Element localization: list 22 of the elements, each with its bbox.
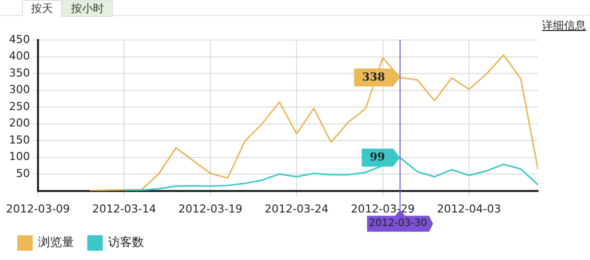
y-tick-label: 450 bbox=[8, 32, 30, 46]
x-tick-label: 2012-03-09 bbox=[6, 202, 70, 216]
text: 按天 bbox=[22, 0, 62, 17]
legend-label: 浏览量 bbox=[38, 235, 74, 250]
y-tick-label: 250 bbox=[8, 100, 30, 113]
x-tick-label: 2012-03-19 bbox=[178, 202, 242, 216]
text: 按小时 bbox=[62, 0, 113, 17]
ref-line-label: 2012-03-30 bbox=[368, 216, 428, 231]
text: 详细信息 bbox=[542, 18, 586, 33]
y-tick-label: 100 bbox=[8, 150, 30, 164]
y-tick-label: 150 bbox=[8, 133, 30, 146]
y-tick-label: 50 bbox=[16, 166, 30, 180]
y-tick-label: 200 bbox=[8, 116, 30, 130]
y-tick-label: 300 bbox=[8, 83, 30, 96]
x-tick-label: 2012-03-14 bbox=[92, 202, 156, 216]
annotation: 338 bbox=[362, 70, 386, 84]
y-tick-label: 350 bbox=[8, 66, 30, 80]
legend-label: 访客数 bbox=[108, 235, 144, 250]
x-tick-label: 2012-04-03 bbox=[437, 202, 501, 216]
annotation: 99 bbox=[370, 150, 386, 164]
y-tick-label: 400 bbox=[8, 50, 30, 63]
x-tick-label: 2012-03-24 bbox=[264, 202, 329, 216]
